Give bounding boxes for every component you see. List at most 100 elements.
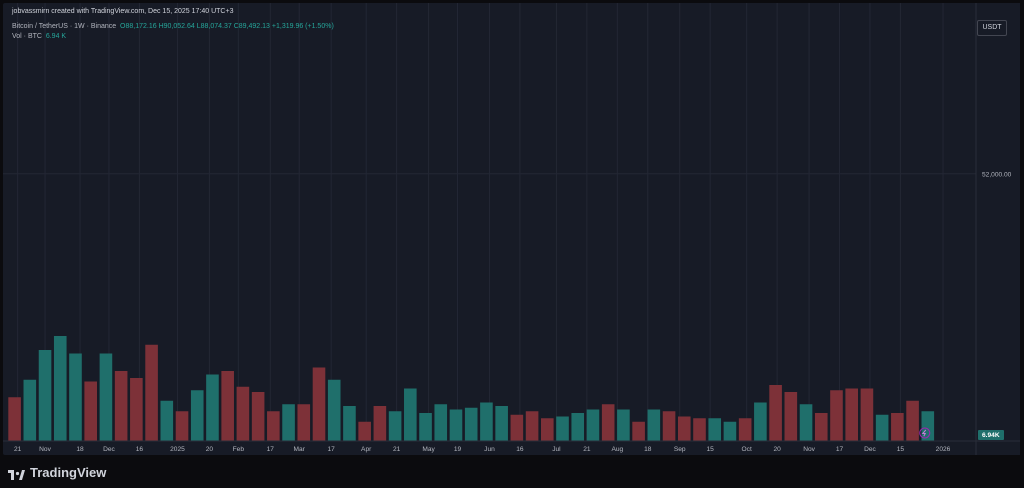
- time-tick-label: 16: [136, 446, 144, 453]
- volume-bar: [251, 392, 265, 441]
- time-tick-label: Dec: [103, 446, 115, 453]
- volume-bar: [221, 371, 234, 441]
- price-axis: [976, 3, 1020, 455]
- tradingview-brand[interactable]: TradingView: [8, 465, 106, 480]
- time-tick-label: Jul: [552, 446, 561, 453]
- volume-bar: [525, 411, 539, 441]
- volume-bar: [480, 402, 493, 441]
- chart-frame: 52,000.0056,000.0060,000.0064,000.0068,0…: [3, 3, 1020, 455]
- volume-bar: [160, 400, 174, 441]
- volume-bar: [114, 371, 128, 441]
- volume-bar: [875, 414, 889, 441]
- volume-bar: [434, 404, 448, 441]
- volume-bar: [236, 386, 250, 441]
- volume-bar: [130, 378, 143, 441]
- high-value: H90,052.64: [158, 23, 195, 30]
- time-tick-label: 2026: [936, 446, 951, 453]
- volume-bar: [297, 404, 311, 441]
- volume-bar: [632, 421, 645, 441]
- time-tick-label: Nov: [39, 446, 51, 453]
- low-value: L88,074.37: [196, 23, 232, 30]
- volume-bar: [586, 409, 600, 441]
- volume-label: Vol · BTC: [12, 33, 42, 40]
- volume-legend[interactable]: Vol · BTC 6.94 K: [12, 33, 66, 40]
- volume-bar: [84, 381, 97, 441]
- volume-bar: [617, 409, 630, 441]
- volume-bar: [419, 413, 432, 441]
- time-tick-label: Apr: [361, 446, 372, 453]
- volume-bar: [571, 413, 585, 441]
- alert-icon: [919, 427, 931, 439]
- volume-bar: [784, 392, 798, 441]
- symbol-name: Bitcoin / TetherUS · 1W · Binance: [12, 23, 117, 30]
- volume-bar: [343, 406, 356, 441]
- volume-bar: [282, 404, 295, 441]
- time-tick-label: 21: [583, 446, 591, 453]
- volume-bar: [677, 416, 691, 441]
- time-tick-label: 17: [328, 446, 336, 453]
- volume-bar: [754, 402, 767, 441]
- volume-bar: [647, 409, 661, 441]
- time-tick-label: 17: [836, 446, 844, 453]
- volume-bar: [814, 413, 828, 441]
- close-value: C89,492.13: [233, 23, 270, 30]
- volume-bar: [769, 385, 782, 441]
- candlestick-chart[interactable]: 52,000.0056,000.0060,000.0064,000.0068,0…: [3, 3, 1020, 455]
- volume-bar: [860, 388, 874, 441]
- time-tick-label: Oct: [742, 446, 752, 453]
- chart-header: jobvassmirn created with TradingView.com…: [12, 8, 233, 15]
- volume-bar: [175, 411, 189, 441]
- volume-bar: [8, 397, 21, 441]
- volume-bar: [708, 418, 722, 441]
- time-tick-label: May: [422, 446, 435, 453]
- tradingview-logo-icon: [8, 468, 25, 480]
- volume-bar: [723, 421, 737, 441]
- volume-bar: [206, 374, 219, 441]
- time-tick-label: 18: [644, 446, 652, 453]
- volume-bar: [662, 411, 676, 441]
- time-tick-label: Nov: [803, 446, 815, 453]
- time-tick-label: 16: [516, 446, 524, 453]
- volume-bar: [449, 409, 463, 441]
- volume-bar: [53, 336, 67, 441]
- open-value: O88,172.16: [120, 23, 157, 30]
- time-tick-label: 2025: [170, 446, 185, 453]
- alert-icon-bolt: [921, 429, 927, 437]
- volume-bar: [830, 390, 843, 441]
- header-text: jobvassmirn created with TradingView.com…: [12, 8, 234, 15]
- volume-bar: [891, 413, 904, 441]
- volume-bar: [464, 407, 478, 441]
- volume-bar: [404, 388, 417, 441]
- volume-bar: [799, 404, 813, 441]
- volume-bar: [388, 411, 402, 441]
- volume-bar: [556, 416, 569, 441]
- volume-last-label: 6.94K: [982, 432, 1000, 439]
- time-tick-label: Sep: [674, 446, 686, 453]
- time-tick-label: Jun: [484, 446, 495, 453]
- volume-last-tag: [978, 430, 1004, 440]
- volume-bar: [312, 367, 326, 441]
- volume-bar: [693, 418, 706, 441]
- volume-bar: [845, 388, 858, 441]
- time-tick-label: Feb: [233, 446, 245, 453]
- volume-bar: [145, 344, 158, 441]
- symbol-legend[interactable]: Bitcoin / TetherUS · 1W · Binance O88,17…: [12, 23, 334, 30]
- volume-bar: [23, 379, 37, 441]
- volume-bar: [495, 406, 508, 441]
- volume-bar: [510, 414, 524, 441]
- change-value: +1,319.96 (+1.50%): [271, 23, 334, 30]
- volume-bar: [541, 418, 554, 441]
- currency-button[interactable]: USDT: [977, 20, 1007, 36]
- volume-bar: [190, 390, 204, 441]
- volume-bar: [38, 350, 52, 441]
- time-tick-label: Dec: [864, 446, 876, 453]
- volume-bar: [738, 418, 752, 441]
- volume-bar: [601, 404, 615, 441]
- time-tick-label: 20: [206, 446, 214, 453]
- time-tick-label: 19: [454, 446, 462, 453]
- volume-bar: [906, 400, 919, 441]
- time-tick-label: 21: [393, 446, 401, 453]
- time-tick-label: 21: [14, 446, 22, 453]
- volume-bar: [99, 353, 113, 441]
- time-tick-label: 20: [773, 446, 781, 453]
